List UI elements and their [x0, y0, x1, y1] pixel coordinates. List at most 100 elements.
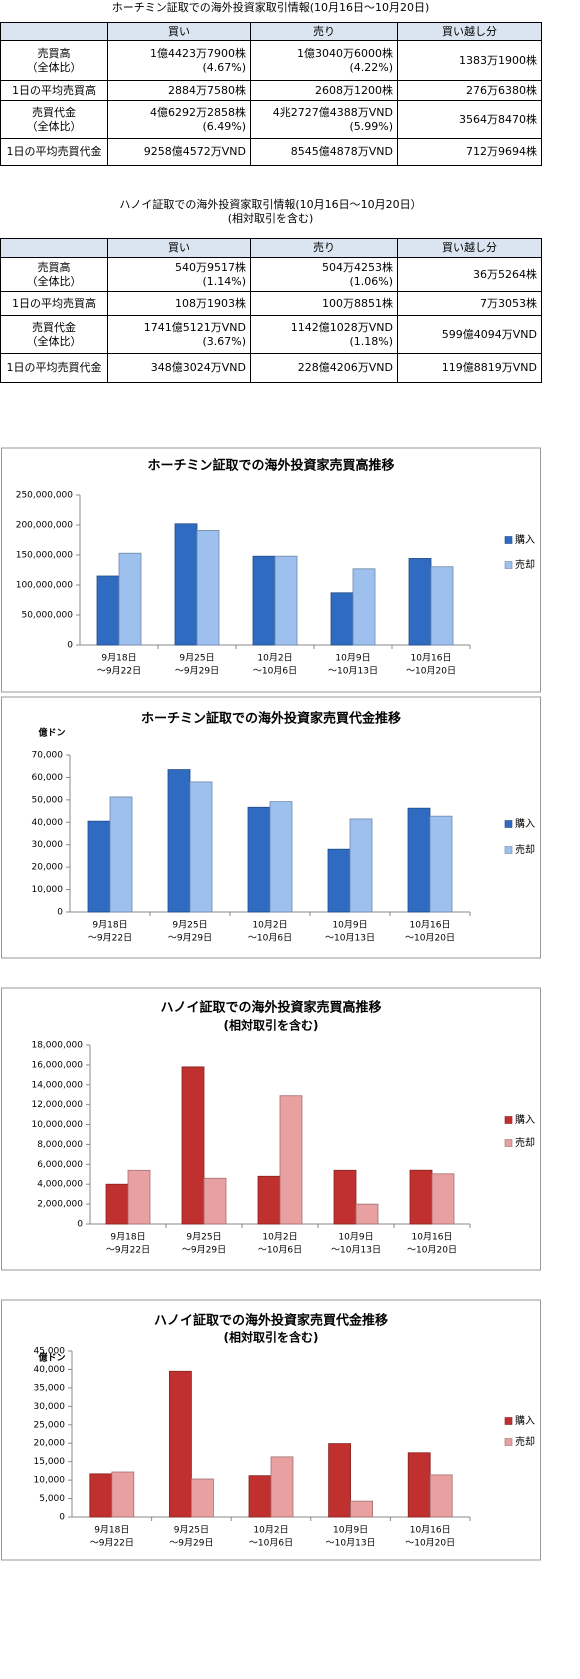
- row-label: 1日の平均売買代金: [0, 138, 108, 166]
- x-tick-label: 10月9日: [332, 920, 367, 931]
- data-table: 買い 売り 買い越し分 売買高 （全体比） 540万9517株 (1.14%) 504万425…: [0, 238, 542, 383]
- x-tick-label: ～10月20日: [405, 1538, 455, 1549]
- header-row: 買い 売り 買い越し分: [0, 238, 542, 258]
- label-line: 売買代金: [32, 320, 76, 334]
- cell: 228億4206万VND: [250, 353, 398, 383]
- x-tick-label: ～9月29日: [169, 1538, 213, 1549]
- y-tick-label: 10,000: [34, 1476, 66, 1486]
- cell: 599億4094万VND: [397, 315, 542, 354]
- table-title: ハノイ証取での海外投資家取引情報(10月16日～10月20日）: [119, 198, 422, 211]
- x-tick-label: ～10月6日: [253, 666, 297, 677]
- legend-swatch: [504, 1417, 513, 1425]
- bar: [330, 592, 354, 646]
- x-tick-label: 10月2日: [262, 1232, 297, 1243]
- y-tick-label: 12,000,000: [31, 1100, 83, 1110]
- bar: [190, 1478, 214, 1518]
- y-tick-label: 70,000: [32, 751, 64, 761]
- header-cell: 買い: [107, 22, 251, 41]
- legend-label: 売却: [515, 843, 535, 856]
- cell: 1383万1900株: [397, 40, 542, 81]
- y-tick-label: 18,000,000: [31, 1041, 83, 1051]
- bar: [247, 806, 271, 913]
- cell-line: 9258億4572万VND: [143, 145, 246, 158]
- cell: 504万4253株 (1.06%): [250, 257, 398, 292]
- row: 1日の平均売買代金 9258億4572万VND 8545億4878万VND 712万9…: [0, 138, 542, 166]
- x-tick-label: 10月16日: [410, 920, 451, 931]
- label-line: 1日の平均売買代金: [6, 145, 102, 158]
- cell-line: 3564万8470株: [459, 112, 537, 126]
- y-tick-label: 6,000,000: [37, 1160, 83, 1170]
- chart-title: ハノイ証取での海外投資家売買代金推移: [154, 1313, 388, 1329]
- x-tick-label: 9月25日: [179, 653, 214, 664]
- cell-line: 108万1903株: [175, 296, 246, 310]
- cell-line: (5.99%): [349, 119, 393, 133]
- cell-line: (1.14%): [202, 274, 246, 288]
- y-tick-label: 14,000,000: [31, 1080, 83, 1090]
- cell: 119億8819万VND: [397, 353, 542, 383]
- row: 売買高 （全体比） 540万9517株 (1.14%) 504万4253株 (1.06%)…: [0, 257, 542, 292]
- bar: [407, 1452, 431, 1518]
- y-tick-label: 15,000: [34, 1457, 66, 1467]
- y-tick-label: 100,000,000: [16, 581, 74, 591]
- label-line: 1日の平均売買高: [12, 83, 96, 97]
- x-tick-label: ～10月20日: [406, 666, 456, 677]
- x-tick-label: 10月16日: [412, 1232, 453, 1243]
- y-tick-label: 0: [77, 1220, 83, 1230]
- label-line: 売買高: [37, 260, 71, 274]
- cell: 540万9517株 (1.14%): [107, 257, 251, 292]
- x-tick-label: 9月18日: [101, 653, 136, 664]
- bar: [269, 801, 293, 913]
- cell-line: 228億4206万VND: [297, 361, 393, 374]
- cell-line: 4億6292万2858株: [150, 105, 246, 119]
- header-cell: [0, 238, 108, 258]
- y-axis-label: 億ドン: [38, 727, 65, 739]
- cell-line: 712万9694株: [466, 145, 537, 158]
- x-tick-label: 9月25日: [186, 1232, 221, 1243]
- legend-swatch: [504, 820, 513, 828]
- cell-line: 119億8819万VND: [441, 361, 537, 374]
- header-cell: 売り: [250, 238, 398, 258]
- y-tick-label: 4,000,000: [37, 1180, 83, 1190]
- label-line: 1日の平均売買高: [12, 296, 96, 310]
- row-label: 1日の平均売買高: [0, 291, 108, 316]
- y-tick-label: 40,000: [32, 818, 64, 828]
- bar: [430, 566, 454, 646]
- cell: 100万8851株: [250, 291, 398, 316]
- y-tick-label: 0: [57, 908, 63, 918]
- cell: 1億3040万6000株 (4.22%): [250, 40, 398, 81]
- y-tick-label: 8,000,000: [37, 1140, 83, 1150]
- cell-line: 8545億4878万VND: [290, 145, 393, 158]
- y-tick-label: 20,000: [32, 863, 64, 873]
- bar: [127, 1169, 151, 1225]
- bar: [431, 1173, 455, 1225]
- legend-swatch: [504, 1139, 513, 1147]
- cell: 108万1903株: [107, 291, 251, 316]
- label-line: 売買代金: [32, 105, 76, 119]
- cell-line: 4兆2727億4388万VND: [272, 105, 393, 119]
- chart-subtitle: (相対取引を含む): [224, 1330, 319, 1345]
- cell: 1142億1028万VND (1.18%): [250, 315, 398, 354]
- y-axis-label: 億ドン: [38, 1352, 65, 1364]
- cell-line: 504万4253株: [322, 260, 393, 274]
- x-tick-label: ～10月20日: [407, 1245, 457, 1256]
- bar: [352, 568, 376, 646]
- x-tick-label: ～9月29日: [175, 666, 219, 677]
- y-tick-label: 60,000: [32, 773, 64, 783]
- cell-line: 1383万1900株: [459, 53, 537, 67]
- label-line: （全体比）: [26, 274, 82, 288]
- bar: [270, 1456, 294, 1518]
- legend-swatch: [504, 536, 513, 544]
- x-tick-label: ～10月20日: [405, 933, 455, 944]
- legend-swatch: [504, 846, 513, 854]
- legend-swatch: [504, 561, 513, 569]
- legend-swatch: [504, 1438, 513, 1446]
- y-tick-label: 40,000: [34, 1365, 66, 1375]
- cell-line: 540万9517株: [175, 260, 246, 274]
- y-tick-label: 25,000: [34, 1420, 66, 1430]
- x-tick-label: ～9月22日: [97, 666, 141, 677]
- legend-label: 購入: [515, 817, 535, 830]
- cell-line: 1142億1028万VND: [290, 320, 393, 334]
- y-tick-label: 10,000: [32, 885, 64, 895]
- legend-label: 売却: [515, 1136, 535, 1149]
